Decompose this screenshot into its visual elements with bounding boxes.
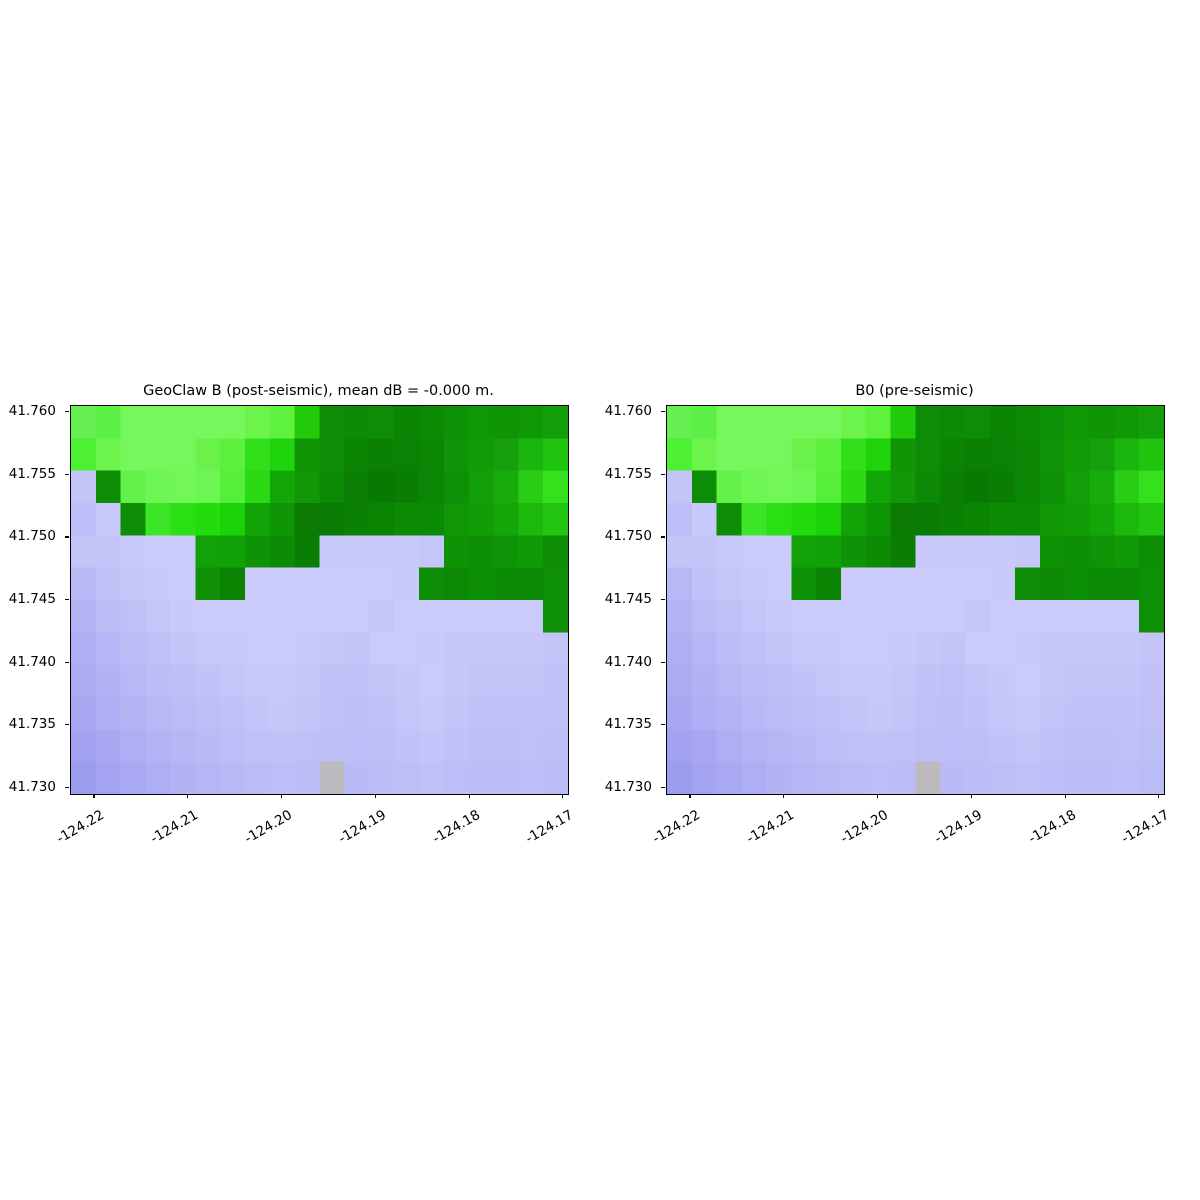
right-panel-ytick-mark [661,473,665,475]
left-panel-ytick-mark [65,473,69,475]
left-panel-ytick-label: 41.755 [8,465,56,482]
left-panel-ytick-label: 41.740 [8,653,56,670]
right-panel-ytick-label: 41.760 [604,403,652,420]
left-panel-ytick-label: 41.760 [8,403,56,420]
left-panel-ytick-mark [65,724,69,726]
left-panel-xtick-mark [374,794,376,798]
left-panel-xtick-label: -124.20 [241,807,295,847]
right-panel-xtick-mark [1064,794,1066,798]
left-panel-ytick-mark [65,786,69,788]
right-panel-ytick-mark [661,599,665,601]
left-panel-ytick-label: 41.730 [8,778,56,795]
right-panel-ytick-label: 41.740 [604,653,652,670]
right-panel-ytick-mark [661,536,665,538]
left-panel-ytick-label: 41.735 [8,716,56,733]
right-panel-xtick-label: -124.20 [837,807,891,847]
right-panel-xtick-mark [876,794,879,798]
right-panel-ytick-label: 41.750 [604,528,652,545]
right-panel-ytick-mark [661,661,665,663]
left-panel-ytick-mark [65,536,69,538]
right-panel-xtick-mark [783,794,785,798]
right-panel-heatmap [667,406,1164,794]
right-panel-title: B0 (pre-seismic) [855,383,974,399]
left-panel-xtick-mark [93,794,95,798]
left-panel-heatmap [71,406,568,794]
right-panel-ytick-label: 41.730 [604,778,652,795]
right-panel-plot-area[interactable] [666,405,1165,795]
left-panel-ytick-mark [65,411,69,413]
left-panel-ytick-mark [65,599,69,601]
right-panel-xtick-label: -124.19 [931,807,985,847]
left-panel-xtick-label: -124.17 [523,807,577,847]
left-panel-title: GeoClaw B (post-seismic), mean dB = -0.0… [143,383,494,399]
left-panel-xtick-mark [187,794,189,798]
right-panel-ytick-mark [661,411,665,413]
right-panel-ytick-label: 41.755 [604,465,652,482]
right-panel-ytick-mark [661,724,665,726]
left-panel-xtick-label: -124.21 [148,807,202,847]
left-panel-xtick-mark [562,794,564,798]
left-panel-ytick-label: 41.750 [8,528,56,545]
left-panel-ytick-mark [65,661,69,663]
left-panel-plot-area[interactable] [70,405,569,795]
left-panel-xtick-label: -124.18 [429,807,483,847]
right-panel-ytick-label: 41.735 [604,716,652,733]
right-panel-xtick-mark [1158,794,1160,798]
right-panel-xtick-mark [970,794,972,798]
left-panel-xtick-mark [280,794,283,798]
right-panel-xtick-mark [689,794,691,798]
right-panel-xtick-label: -124.21 [744,807,798,847]
right-panel-xtick-label: -124.17 [1119,807,1173,847]
right-panel-ytick-mark [661,786,665,788]
right-panel-xtick-label: -124.18 [1025,807,1079,847]
left-panel-xtick-mark [468,794,470,798]
right-panel-xtick-label: -124.22 [650,807,704,847]
left-panel-ytick-label: 41.745 [8,591,56,607]
left-panel: GeoClaw B (post-seismic), mean dB = -0.0… [9,383,577,847]
right-panel-ytick-label: 41.745 [604,591,652,607]
right-panel: B0 (pre-seismic) 41.760 41.755 41.750 41.745… [605,383,1173,847]
left-panel-xtick-label: -124.19 [335,807,389,847]
left-panel-xtick-label: -124.22 [54,807,108,847]
